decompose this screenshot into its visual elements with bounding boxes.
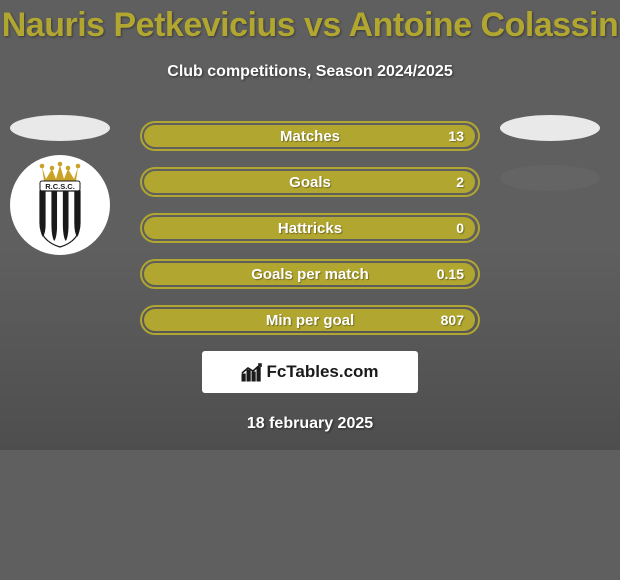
stat-bar: Hattricks0	[140, 213, 480, 243]
stat-value: 13	[448, 128, 464, 144]
svg-text:R.C.S.C.: R.C.S.C.	[45, 182, 75, 191]
stat-bar: Min per goal807	[140, 305, 480, 335]
fctables-logo: FcTables.com	[202, 351, 418, 393]
subtitle: Club competitions, Season 2024/2025	[0, 63, 620, 81]
crest-icon: R.C.S.C.	[24, 161, 96, 249]
page-title: Nauris Petkevicius vs Antoine Colassin	[0, 0, 620, 45]
club-crest: R.C.S.C.	[10, 155, 110, 255]
stat-bars: Matches13 Goals2 Hattricks0 Goals per match…	[140, 121, 480, 335]
club2-placeholder-ellipse	[500, 165, 600, 191]
right-column	[500, 115, 600, 215]
left-column: R.C.S.C.	[10, 115, 110, 255]
date-text: 18 february 2025	[0, 415, 620, 433]
content-area: R.C.S.C. Matches13 Goals2 Hattricks0 Goals …	[0, 121, 620, 433]
stat-value: 2	[456, 174, 464, 190]
player2-placeholder-ellipse	[500, 115, 600, 141]
stat-label: Matches	[142, 128, 478, 145]
stat-bar: Goals2	[140, 167, 480, 197]
stat-bar: Matches13	[140, 121, 480, 151]
player1-placeholder-ellipse	[10, 115, 110, 141]
stat-label: Goals per match	[142, 266, 478, 283]
stat-label: Goals	[142, 174, 478, 191]
stat-label: Hattricks	[142, 220, 478, 237]
chart-icon	[241, 362, 263, 382]
stat-value: 807	[441, 312, 464, 328]
stat-label: Min per goal	[142, 312, 478, 329]
stat-value: 0.15	[437, 266, 464, 282]
stat-bar: Goals per match0.15	[140, 259, 480, 289]
logo-text: FcTables.com	[266, 362, 378, 382]
stat-value: 0	[456, 220, 464, 236]
